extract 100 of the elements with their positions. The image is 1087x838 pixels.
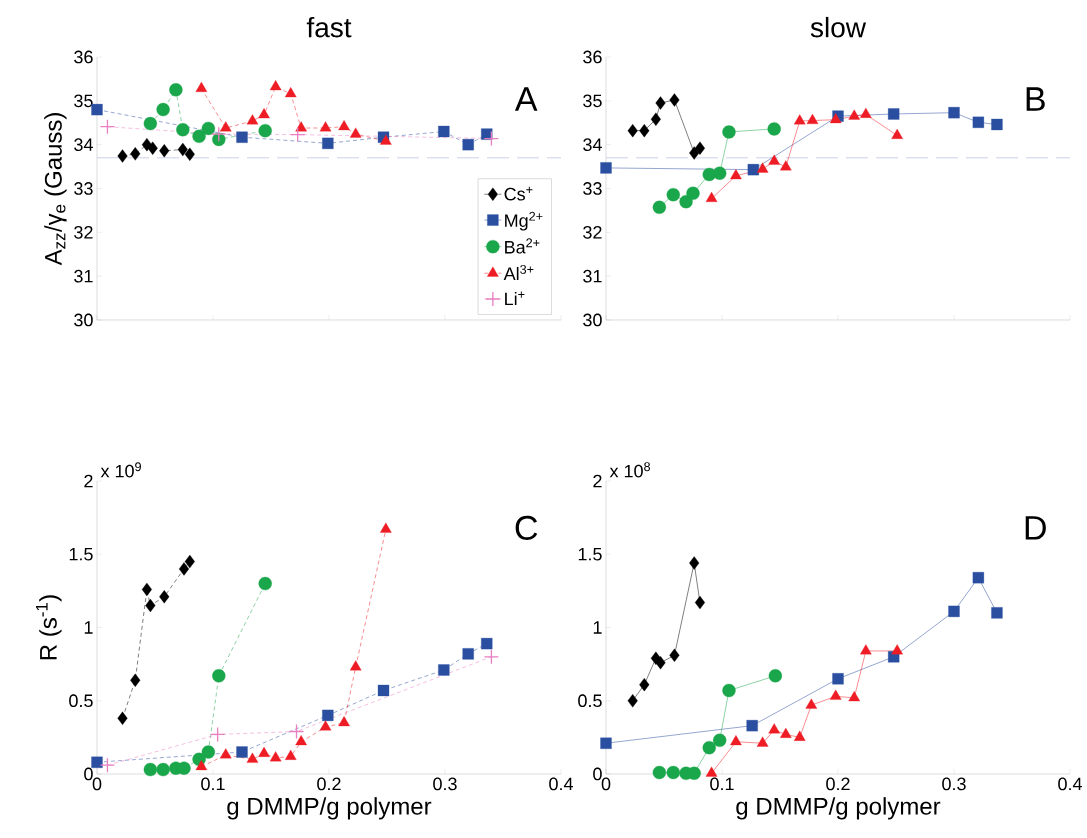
point <box>652 765 667 780</box>
x-tick-label: 0.4 <box>549 777 573 791</box>
text: x 10$^{8}$ <box>609 462 651 478</box>
point <box>756 736 769 747</box>
point <box>184 554 195 569</box>
point <box>184 147 195 161</box>
point <box>666 765 680 780</box>
point <box>627 123 638 138</box>
point <box>713 733 727 747</box>
y-tick-label: 1 <box>84 621 93 634</box>
point <box>669 93 680 107</box>
chart-title: fast <box>306 16 352 38</box>
point <box>793 730 806 741</box>
point <box>483 130 500 147</box>
point <box>269 80 282 91</box>
annotation: C <box>515 515 538 540</box>
point <box>705 766 718 777</box>
chart-title: slow <box>810 16 867 38</box>
x-tick-label: 0.3 <box>433 777 457 791</box>
y-tick-label: 33 <box>583 182 602 195</box>
y-tick-label: 1 <box>593 621 602 634</box>
point <box>829 689 842 700</box>
point <box>666 187 680 202</box>
y-tick-label: 34 <box>583 138 602 152</box>
point <box>806 113 819 124</box>
y-axis-title: A$_{zz}$/γ$_{e}$ (Gauss) <box>44 113 67 266</box>
y-tick-label: 0 <box>593 767 602 781</box>
point <box>156 102 170 117</box>
point <box>948 107 960 119</box>
y-tick-label: 2 <box>593 474 602 488</box>
point <box>319 121 332 132</box>
x-axis-title: g DMMP/g polymer <box>736 797 941 820</box>
point <box>730 735 742 746</box>
point <box>169 83 183 97</box>
point <box>848 691 861 702</box>
point <box>290 126 306 143</box>
point <box>338 716 350 727</box>
point <box>156 762 170 777</box>
point <box>246 114 259 125</box>
point <box>722 683 736 698</box>
point <box>258 108 270 119</box>
legend-label: Li$^{+}$ <box>505 291 525 306</box>
point <box>891 128 903 139</box>
point <box>652 200 667 214</box>
point <box>258 576 272 591</box>
point <box>349 660 362 671</box>
point <box>99 119 116 135</box>
point <box>702 740 716 755</box>
y-tick-label: 35 <box>583 94 602 108</box>
point <box>669 648 680 662</box>
point <box>284 749 297 760</box>
x-tick-label: 0.3 <box>942 777 966 791</box>
point <box>483 649 500 665</box>
y-tick-label: 30 <box>583 313 602 327</box>
point <box>948 605 960 618</box>
x-axis-title: g DMMP/g polymer <box>227 797 432 820</box>
point <box>145 598 156 613</box>
y-tick-label: 34 <box>74 138 93 152</box>
annotation: B <box>1026 87 1045 111</box>
point <box>860 644 872 655</box>
point <box>768 154 780 165</box>
annotation: A <box>514 87 538 111</box>
point <box>639 123 650 138</box>
x-tick-label: 0.1 <box>201 777 225 791</box>
y-axis-title: R (s$^{-1}$) <box>36 595 62 660</box>
point <box>212 669 226 683</box>
point <box>655 656 666 670</box>
point <box>891 644 903 655</box>
point <box>730 169 742 180</box>
y-tick-label: 31 <box>583 269 602 283</box>
point <box>747 163 759 176</box>
point <box>99 757 116 773</box>
point <box>768 723 780 734</box>
point <box>722 125 736 139</box>
x-tick-label: 0.4 <box>1058 777 1082 791</box>
point <box>130 673 141 687</box>
point <box>322 137 334 149</box>
y-tick-label: 36 <box>583 50 602 64</box>
point <box>176 123 190 137</box>
legend-label: Mg$^{2+}$ <box>505 211 543 231</box>
point <box>991 118 1003 131</box>
point <box>694 595 705 610</box>
annotation: D <box>1025 516 1046 540</box>
point <box>246 752 259 763</box>
point <box>380 522 392 533</box>
point <box>639 677 650 692</box>
point <box>438 125 450 138</box>
point <box>462 139 474 151</box>
y-tick-label: 35 <box>74 94 93 108</box>
point <box>130 147 141 161</box>
x-tick-label: 0.1 <box>710 777 734 791</box>
point <box>177 761 191 775</box>
y-tick-label: 1.5 <box>69 547 93 561</box>
point <box>600 162 612 174</box>
point <box>438 664 450 676</box>
point <box>793 114 806 125</box>
point <box>349 127 362 138</box>
point <box>767 122 781 136</box>
point <box>860 107 872 118</box>
point <box>195 81 208 92</box>
